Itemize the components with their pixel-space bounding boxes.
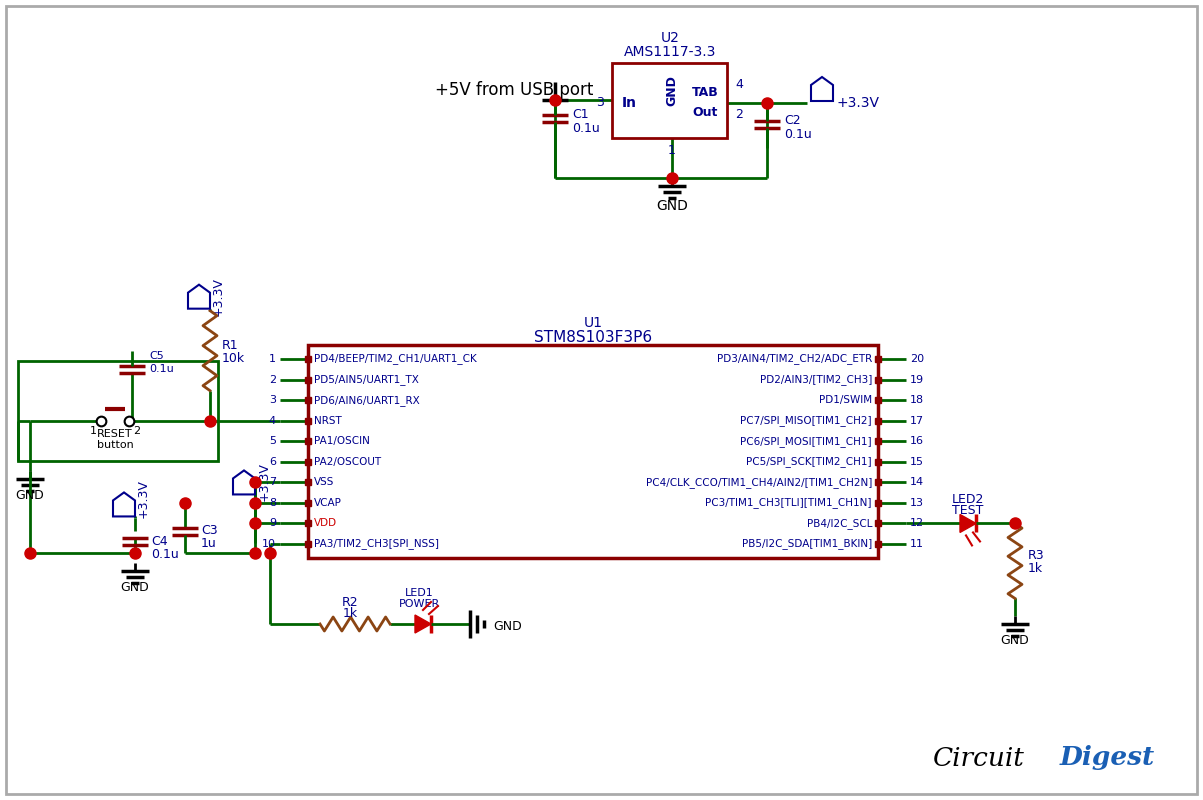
Text: 14: 14 xyxy=(909,478,924,487)
Text: 2: 2 xyxy=(735,109,743,122)
Text: R2: R2 xyxy=(342,596,358,609)
Text: 20: 20 xyxy=(909,354,924,364)
Text: 0.1u: 0.1u xyxy=(149,364,173,374)
Text: NRST: NRST xyxy=(314,416,342,426)
Text: GND: GND xyxy=(120,582,149,594)
Text: 1: 1 xyxy=(668,143,676,157)
Text: 9: 9 xyxy=(269,518,275,529)
Text: 10k: 10k xyxy=(223,352,245,365)
Text: 19: 19 xyxy=(909,374,924,385)
Text: PA2/OSCOUT: PA2/OSCOUT xyxy=(314,457,381,466)
Text: GND: GND xyxy=(665,75,678,106)
Text: 7: 7 xyxy=(269,478,275,487)
Text: 5: 5 xyxy=(269,436,275,446)
Bar xyxy=(612,63,727,138)
Text: 13: 13 xyxy=(909,498,924,508)
Text: VSS: VSS xyxy=(314,478,334,487)
Text: 2: 2 xyxy=(134,426,141,436)
Text: PB5/I2C_SDA[TIM1_BKIN]: PB5/I2C_SDA[TIM1_BKIN] xyxy=(742,538,872,550)
Text: 2: 2 xyxy=(269,374,275,385)
Text: +3.3V: +3.3V xyxy=(212,278,225,316)
Text: LED2: LED2 xyxy=(952,494,984,506)
Text: PC4/CLK_CCO/TIM1_CH4/AIN2/[TIM1_CH2N]: PC4/CLK_CCO/TIM1_CH4/AIN2/[TIM1_CH2N] xyxy=(646,477,872,488)
Text: 11: 11 xyxy=(909,539,924,549)
Text: 3: 3 xyxy=(269,395,275,405)
Text: PD2/AIN3/[TIM2_CH3]: PD2/AIN3/[TIM2_CH3] xyxy=(759,374,872,385)
Text: PC3/TIM1_CH3[TLI][TIM1_CH1N]: PC3/TIM1_CH3[TLI][TIM1_CH1N] xyxy=(705,498,872,508)
Text: POWER: POWER xyxy=(398,599,439,609)
Text: 15: 15 xyxy=(909,457,924,466)
Text: C3: C3 xyxy=(201,524,218,538)
Text: GND: GND xyxy=(493,621,522,634)
Text: 8: 8 xyxy=(269,498,275,508)
Bar xyxy=(18,361,218,461)
Text: PC7/SPI_MISO[TIM1_CH2]: PC7/SPI_MISO[TIM1_CH2] xyxy=(740,415,872,426)
Text: PD1/SWIM: PD1/SWIM xyxy=(819,395,872,405)
Text: TEST: TEST xyxy=(953,505,984,518)
Text: PD4/BEEP/TIM2_CH1/UART1_CK: PD4/BEEP/TIM2_CH1/UART1_CK xyxy=(314,354,476,365)
Text: AMS1117-3.3: AMS1117-3.3 xyxy=(624,45,716,59)
Text: VCAP: VCAP xyxy=(314,498,342,508)
Polygon shape xyxy=(960,514,976,533)
Text: R1: R1 xyxy=(223,339,238,352)
Text: PD5/AIN5/UART1_TX: PD5/AIN5/UART1_TX xyxy=(314,374,419,385)
Text: 1k: 1k xyxy=(343,607,357,620)
Text: 12: 12 xyxy=(909,518,924,529)
Text: 4: 4 xyxy=(269,416,275,426)
Text: C5: C5 xyxy=(149,350,164,361)
Text: GND: GND xyxy=(656,199,688,213)
Text: +3.3V: +3.3V xyxy=(836,96,879,110)
Text: C4: C4 xyxy=(152,535,167,548)
Text: U1: U1 xyxy=(583,316,603,330)
Text: PD6/AIN6/UART1_RX: PD6/AIN6/UART1_RX xyxy=(314,394,420,406)
Text: 17: 17 xyxy=(909,416,924,426)
Text: VDD: VDD xyxy=(314,518,337,529)
Text: LED1: LED1 xyxy=(404,588,433,598)
Text: GND: GND xyxy=(16,489,45,502)
Polygon shape xyxy=(415,615,431,633)
Text: STM8S103F3P6: STM8S103F3P6 xyxy=(534,330,652,345)
Text: U2: U2 xyxy=(660,31,680,45)
Text: 4: 4 xyxy=(735,78,743,91)
Text: C1: C1 xyxy=(571,109,588,122)
Text: 0.1u: 0.1u xyxy=(152,548,179,561)
Text: PC5/SPI_SCK[TIM2_CH1]: PC5/SPI_SCK[TIM2_CH1] xyxy=(746,456,872,467)
Text: PA3/TIM2_CH3[SPI_NSS]: PA3/TIM2_CH3[SPI_NSS] xyxy=(314,538,439,550)
Text: Digest: Digest xyxy=(1060,746,1155,770)
Text: +5V from USB port: +5V from USB port xyxy=(435,81,593,99)
Bar xyxy=(308,345,878,558)
Text: In: In xyxy=(622,96,636,110)
Text: RESET: RESET xyxy=(97,429,132,438)
Text: TAB: TAB xyxy=(692,86,718,99)
Text: 1: 1 xyxy=(89,426,96,436)
Text: 1u: 1u xyxy=(201,538,217,550)
Text: PB4/I2C_SCL: PB4/I2C_SCL xyxy=(806,518,872,529)
Text: 6: 6 xyxy=(269,457,275,466)
Text: button: button xyxy=(96,440,134,450)
Text: 10: 10 xyxy=(262,539,275,549)
Text: 0.1u: 0.1u xyxy=(784,127,812,141)
Text: Circuit: Circuit xyxy=(934,746,1025,770)
Text: R3: R3 xyxy=(1029,550,1044,562)
Text: 0.1u: 0.1u xyxy=(571,122,600,134)
Text: +3.3V: +3.3V xyxy=(137,479,150,518)
Text: GND: GND xyxy=(1001,634,1030,647)
Text: 16: 16 xyxy=(909,436,924,446)
Text: PD3/AIN4/TIM2_CH2/ADC_ETR: PD3/AIN4/TIM2_CH2/ADC_ETR xyxy=(717,354,872,365)
Text: 18: 18 xyxy=(909,395,924,405)
Text: 3: 3 xyxy=(595,97,604,110)
Text: +3.3V: +3.3V xyxy=(257,462,271,501)
Text: 1k: 1k xyxy=(1029,562,1043,575)
Text: 1: 1 xyxy=(269,354,275,364)
Text: PA1/OSCIN: PA1/OSCIN xyxy=(314,436,369,446)
Text: PC6/SPI_MOSI[TIM1_CH1]: PC6/SPI_MOSI[TIM1_CH1] xyxy=(740,436,872,446)
Text: C2: C2 xyxy=(784,114,801,127)
Text: Out: Out xyxy=(692,106,718,119)
